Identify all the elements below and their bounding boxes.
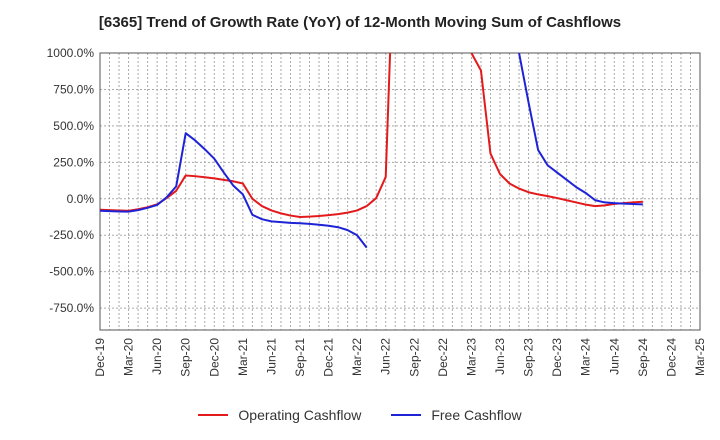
y-tick-label: 250.0%	[53, 155, 94, 169]
x-tick-label: Mar-22	[350, 338, 364, 376]
x-tick-label: Mar-20	[122, 338, 136, 376]
legend-label-operating: Operating Cashflow	[238, 407, 362, 423]
chart-title: [6365] Trend of Growth Rate (YoY) of 12-…	[98, 14, 622, 31]
legend-label-free: Free Cashflow	[431, 407, 522, 423]
plot-background	[100, 53, 700, 330]
y-tick-label: 1000.0%	[47, 46, 95, 60]
y-tick-label: -250.0%	[49, 228, 94, 242]
x-tick-label: Dec-23	[550, 338, 564, 377]
x-tick-label: Sep-21	[293, 338, 307, 377]
x-tick-label: Dec-20	[207, 338, 221, 377]
x-tick-label: Mar-24	[579, 338, 593, 376]
x-tick-label: Dec-19	[93, 338, 107, 377]
y-tick-label: 750.0%	[53, 82, 94, 96]
x-tick-label: Mar-21	[236, 338, 250, 376]
legend-item-operating: Operating Cashflow	[198, 404, 361, 426]
y-tick-label: -750.0%	[49, 301, 94, 315]
x-tick-label: Dec-21	[322, 338, 336, 377]
x-tick-label: Jun-24	[607, 338, 621, 375]
legend-swatch-free	[391, 414, 422, 416]
x-tick-label: Mar-23	[464, 338, 478, 376]
x-tick-label: Jun-21	[264, 338, 278, 375]
x-tick-label: Jun-23	[493, 338, 507, 375]
x-tick-label: Dec-22	[436, 338, 450, 377]
legend-item-free: Free Cashflow	[391, 404, 522, 426]
x-tick-label: Jun-20	[150, 338, 164, 375]
y-tick-label: -500.0%	[49, 265, 94, 279]
plot-border	[99, 52, 701, 331]
x-tick-label: Sep-24	[636, 338, 650, 377]
series-line-free-cashflow	[518, 53, 643, 206]
x-tick-label: Sep-22	[407, 338, 421, 377]
x-tick-label: Jun-22	[379, 338, 393, 375]
y-tick-label: 500.0%	[53, 119, 94, 133]
series-line-free-cashflow	[100, 132, 368, 249]
y-tick-label: 0.0%	[67, 192, 95, 206]
x-tick-label: Dec-24	[664, 338, 678, 377]
legend-swatch-operating	[198, 414, 229, 416]
x-tick-label: Sep-20	[179, 338, 193, 377]
legend: Operating Cashflow Free Cashflow	[0, 404, 720, 426]
x-tick-label: Mar-25	[693, 338, 707, 376]
x-tick-label: Sep-23	[522, 338, 536, 377]
